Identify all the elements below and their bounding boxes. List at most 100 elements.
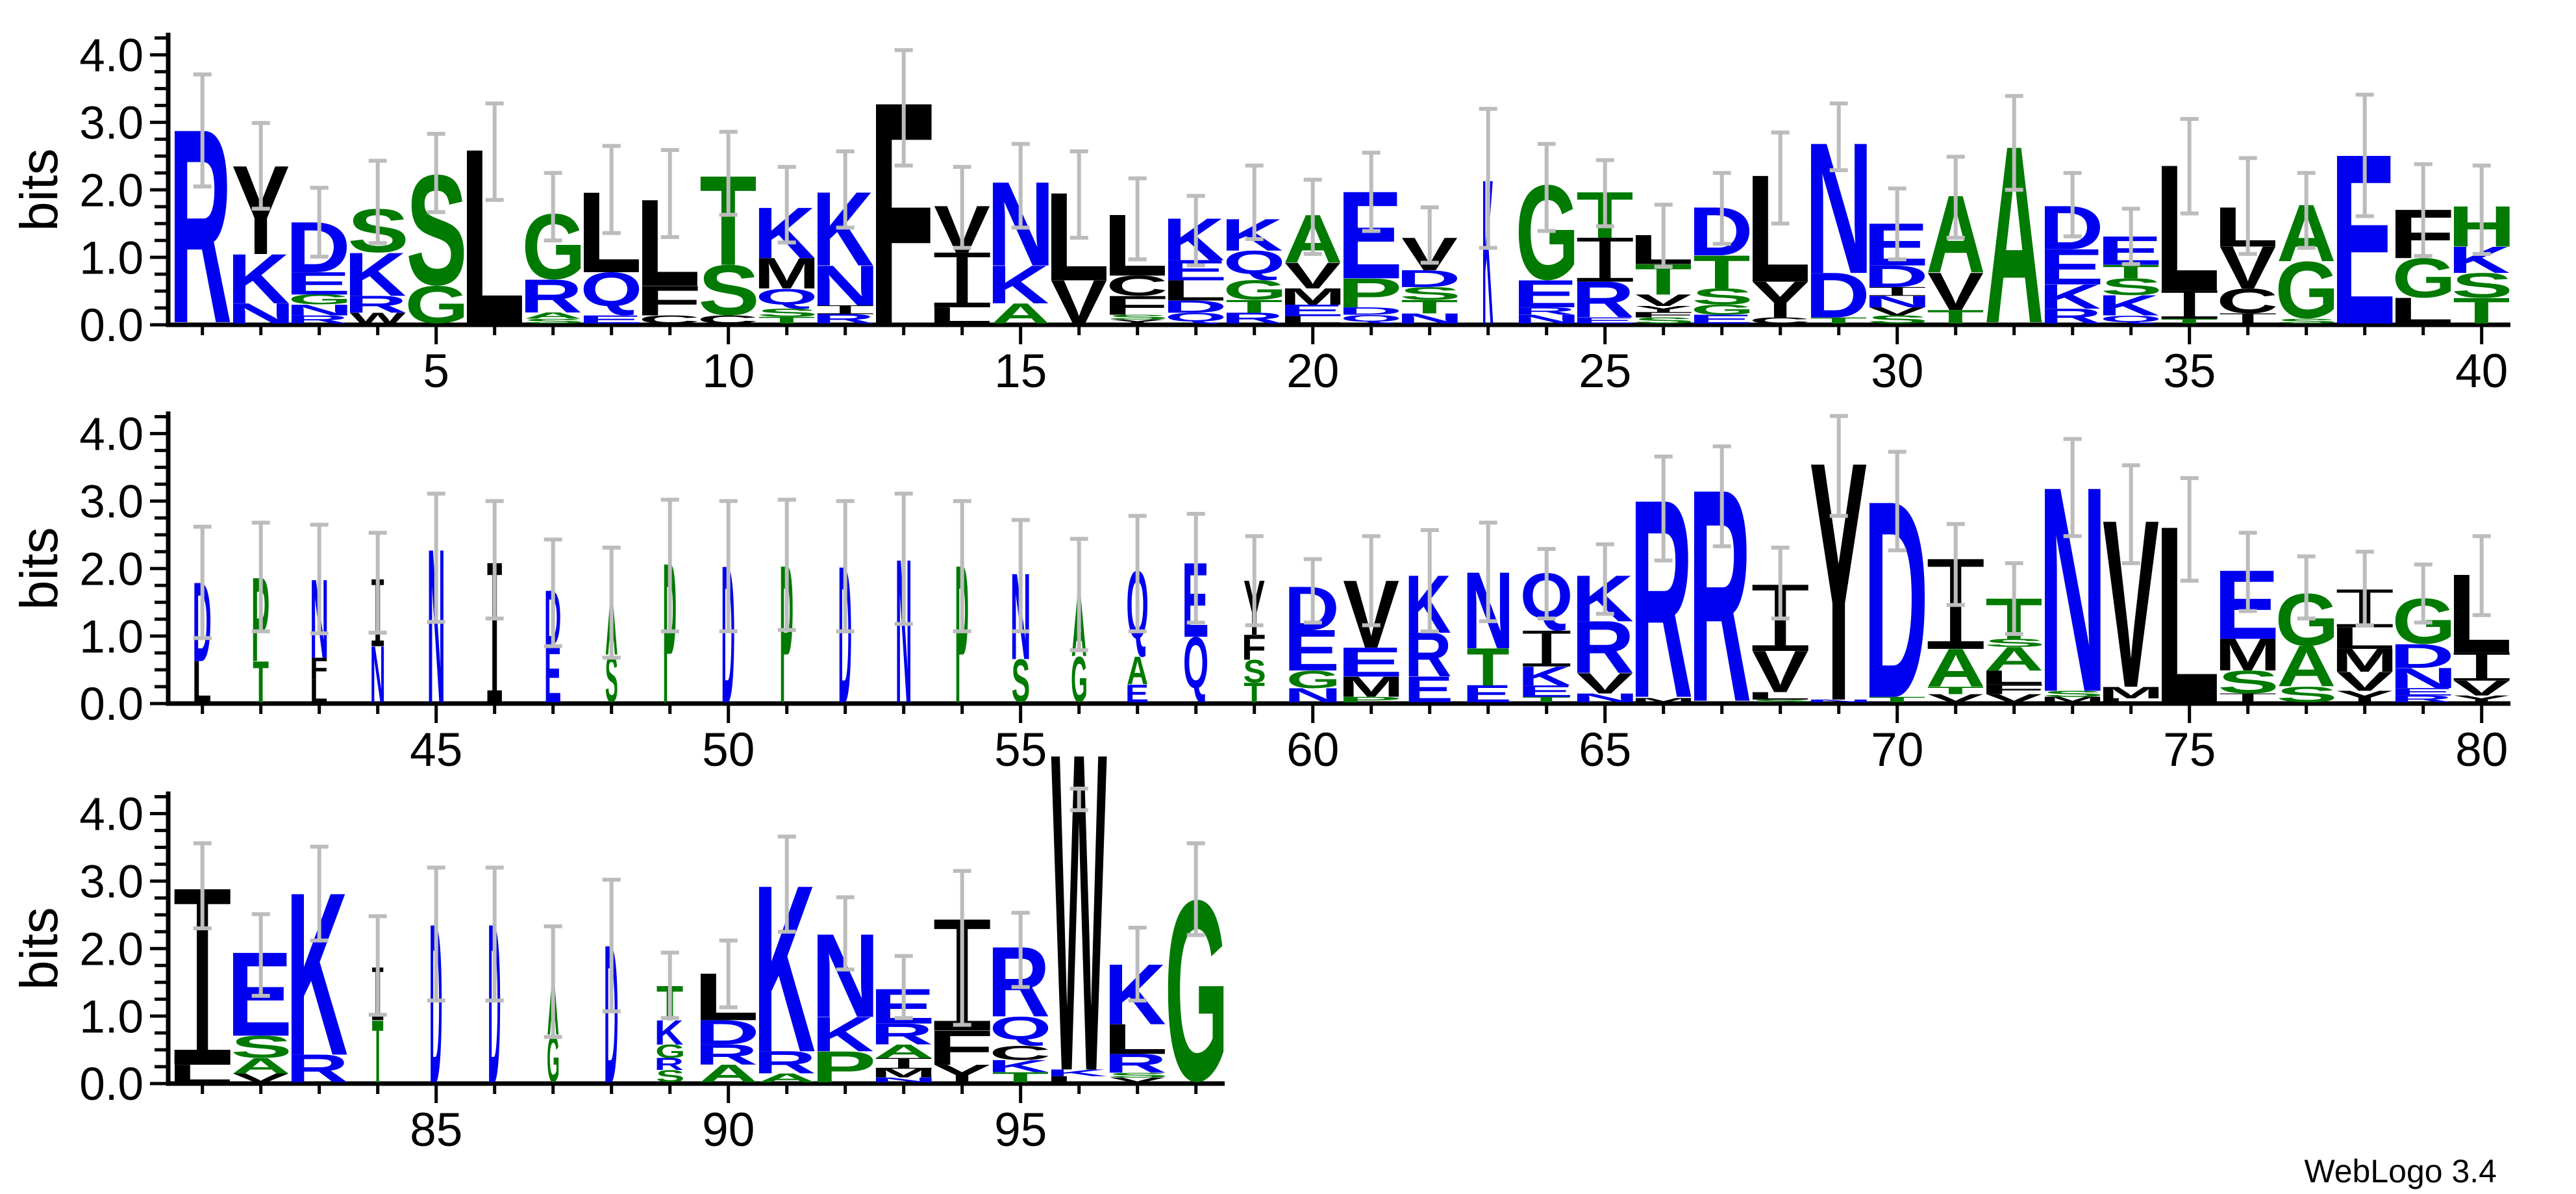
svg-text:S: S: [1243, 654, 1266, 689]
svg-text:T: T: [1927, 306, 1984, 327]
svg-text:S: S: [1984, 637, 2045, 650]
svg-text:F: F: [1979, 681, 2046, 697]
svg-text:K: K: [2097, 289, 2160, 322]
svg-text:A: A: [991, 298, 1050, 330]
svg-text:WebLogo 3.4: WebLogo 3.4: [2304, 1153, 2497, 1189]
svg-text:P: P: [955, 524, 969, 744]
svg-text:R: R: [1221, 310, 1284, 327]
svg-text:V: V: [1986, 692, 2042, 705]
svg-text:bits: bits: [10, 907, 69, 990]
svg-text:P: P: [1337, 270, 1403, 316]
svg-text:4.0: 4.0: [79, 409, 144, 461]
svg-text:R: R: [286, 313, 349, 326]
svg-text:Y: Y: [2453, 693, 2511, 704]
svg-text:C: C: [697, 313, 758, 326]
svg-text:L: L: [460, 97, 525, 377]
svg-text:3.0: 3.0: [79, 477, 144, 528]
svg-text:R: R: [654, 1054, 684, 1074]
svg-text:E: E: [1571, 316, 1637, 325]
svg-text:P: P: [1337, 695, 1403, 704]
svg-text:E: E: [285, 266, 351, 301]
svg-text:S: S: [757, 307, 818, 320]
svg-text:M: M: [2098, 683, 2164, 702]
svg-text:V: V: [232, 1071, 289, 1085]
svg-text:F: F: [1629, 311, 1695, 319]
svg-text:S: S: [698, 250, 760, 330]
svg-text:S: S: [656, 1067, 685, 1086]
svg-text:S: S: [2276, 682, 2338, 707]
svg-text:K: K: [1045, 1067, 1108, 1078]
svg-text:K: K: [2039, 277, 2101, 316]
svg-text:35: 35: [2163, 345, 2216, 398]
svg-text:65: 65: [1579, 724, 1631, 776]
svg-text:K: K: [753, 192, 816, 273]
svg-text:K: K: [812, 1006, 874, 1061]
svg-text:T: T: [1401, 296, 1458, 318]
svg-text:50: 50: [702, 724, 755, 776]
svg-text:G: G: [1223, 275, 1287, 305]
svg-text:L: L: [2388, 290, 2454, 332]
svg-text:40: 40: [2455, 345, 2508, 398]
svg-text:G: G: [2275, 244, 2339, 335]
svg-text:D: D: [1162, 297, 1227, 316]
svg-text:C: C: [638, 313, 700, 326]
svg-text:L: L: [1161, 274, 1227, 307]
svg-text:N: N: [227, 297, 295, 329]
svg-text:K: K: [1571, 562, 1634, 636]
svg-text:0.0: 0.0: [79, 1059, 144, 1110]
svg-text:K: K: [1162, 207, 1225, 273]
svg-text:R: R: [1571, 605, 1634, 689]
svg-text:S: S: [1633, 316, 1695, 325]
svg-text:Q: Q: [990, 1010, 1052, 1047]
svg-text:N: N: [1805, 699, 1873, 704]
svg-text:R: R: [1630, 441, 1693, 757]
svg-text:Y: Y: [1108, 318, 1167, 325]
svg-text:T: T: [1522, 695, 1571, 704]
svg-text:F: F: [1242, 628, 1266, 668]
svg-text:K: K: [227, 239, 290, 318]
svg-text:S: S: [1867, 313, 1929, 326]
svg-text:R: R: [812, 311, 875, 326]
svg-text:T: T: [1868, 695, 1925, 704]
svg-text:L: L: [2155, 127, 2220, 329]
svg-text:S: S: [1012, 647, 1030, 715]
svg-text:V: V: [1869, 305, 1925, 318]
svg-text:55: 55: [994, 724, 1047, 776]
svg-text:E: E: [2389, 686, 2455, 698]
svg-text:M: M: [1338, 671, 1405, 704]
svg-text:S: S: [1692, 284, 1753, 309]
svg-text:2.0: 2.0: [79, 165, 144, 216]
svg-text:L: L: [192, 648, 211, 715]
svg-text:S: S: [1399, 283, 1461, 303]
svg-text:V: V: [1927, 692, 1984, 705]
svg-text:A: A: [2277, 634, 2336, 699]
svg-text:S: S: [231, 1030, 292, 1065]
svg-text:T: T: [2453, 290, 2510, 331]
svg-text:Q: Q: [1183, 623, 1208, 704]
svg-text:L: L: [1745, 690, 1811, 702]
svg-text:D: D: [1396, 265, 1461, 292]
svg-text:D: D: [1864, 259, 1929, 294]
svg-text:D: D: [695, 1013, 760, 1052]
svg-text:L: L: [1103, 1015, 1168, 1063]
svg-text:S: S: [2276, 318, 2338, 325]
svg-text:N: N: [285, 301, 353, 319]
svg-text:S: S: [1107, 1071, 1169, 1078]
svg-text:V: V: [1577, 667, 1633, 700]
svg-text:Y: Y: [2336, 687, 2394, 706]
svg-text:Y: Y: [1751, 271, 1810, 329]
svg-text:T: T: [253, 648, 269, 715]
svg-text:T: T: [1244, 678, 1265, 709]
svg-text:S: S: [1107, 314, 1169, 321]
svg-text:K: K: [286, 845, 348, 1105]
svg-text:F: F: [1103, 290, 1169, 321]
svg-text:C: C: [989, 1042, 1051, 1064]
svg-text:S: S: [2042, 689, 2104, 699]
svg-text:D: D: [721, 524, 735, 744]
svg-text:V: V: [1635, 291, 1692, 310]
svg-text:L: L: [1103, 196, 1168, 294]
svg-text:E: E: [1125, 680, 1149, 708]
svg-text:T: T: [372, 1002, 384, 1102]
svg-text:3.0: 3.0: [79, 857, 144, 908]
svg-text:2.0: 2.0: [79, 544, 144, 595]
